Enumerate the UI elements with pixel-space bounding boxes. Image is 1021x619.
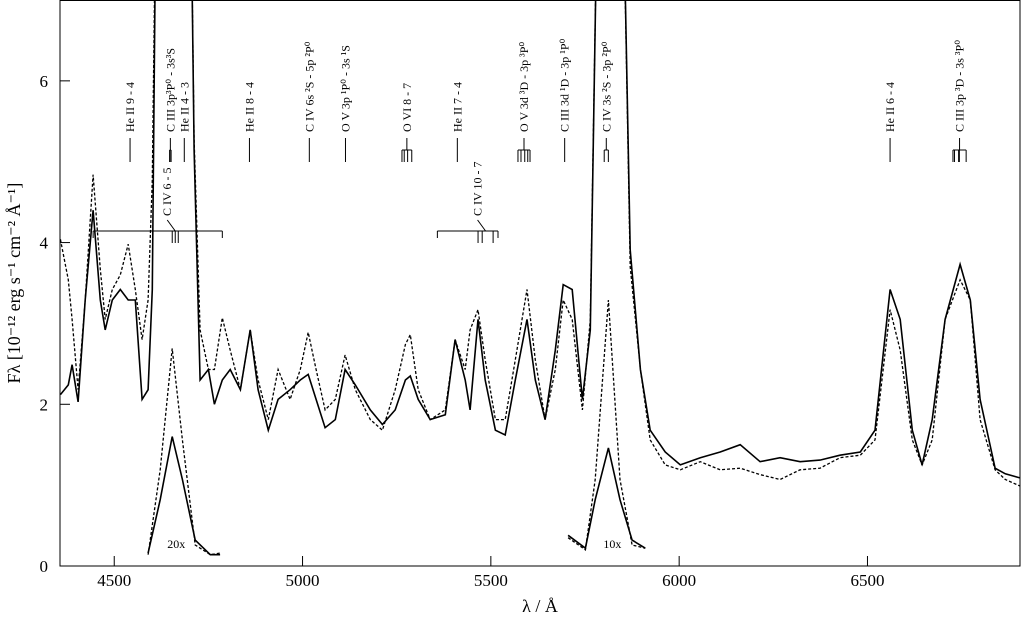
inset-label: 20x: [167, 537, 185, 551]
y-axis-label: Fλ [10⁻¹² erg s⁻¹ cm⁻² Å⁻¹]: [4, 183, 24, 384]
line-id-label: C IV 6s ²S - 5p ²P⁰: [302, 41, 316, 132]
line-id-label: O V 3p ¹P⁰ - 3s ¹S: [338, 45, 352, 132]
y-tick-label: 6: [40, 72, 49, 91]
line-id-label: He II 4 - 3: [177, 82, 191, 132]
line-id-label: C III 3p³P⁰ - 3s³S: [163, 48, 177, 132]
y-tick-label: 2: [40, 395, 49, 414]
spectrum-line: [147, 436, 221, 556]
x-tick-label: 5500: [474, 571, 508, 590]
line-id-label: He II 9 - 4: [123, 82, 137, 132]
x-tick-label: 5000: [286, 571, 320, 590]
line-id-label: C IV 3s ²S - 3p ²P⁰: [599, 41, 613, 132]
line-id-label: C III 3d ¹D - 3p ¹P⁰: [558, 38, 572, 132]
x-tick-label: 4500: [97, 571, 131, 590]
x-tick-label: 6500: [850, 571, 884, 590]
y-tick-label: 4: [40, 234, 49, 253]
series-label: C IV 10 - 7: [471, 162, 485, 216]
line-id-label: O VI 8 - 7: [400, 83, 414, 132]
series-label: C IV 6 - 5: [160, 168, 174, 216]
x-axis-label: λ / Å: [522, 596, 558, 616]
series-leader: [477, 219, 486, 232]
line-id-label: O V 3d ³D - 3p ³P⁰: [517, 42, 531, 132]
line-id-label: C III 3p ³D - 3s ³P⁰: [953, 40, 967, 132]
plot-area: [60, 0, 1020, 556]
spectrum-line: [567, 447, 646, 550]
line-id-label: He II 7 - 4: [450, 82, 464, 132]
plot-frame: [59, 0, 1021, 567]
spectrum-line: [60, 0, 1020, 487]
line-id-label: He II 8 - 4: [242, 82, 256, 132]
y-tick-label: 0: [40, 557, 49, 576]
inset-label: 10x: [603, 537, 621, 551]
spectrum-line: [147, 348, 221, 556]
series-leader: [166, 219, 176, 232]
x-tick-label: 6000: [662, 571, 696, 590]
spectrum-line: [60, 0, 1020, 479]
spectrum-line: [567, 299, 646, 551]
line-id-label: He II 6 - 4: [883, 82, 897, 132]
